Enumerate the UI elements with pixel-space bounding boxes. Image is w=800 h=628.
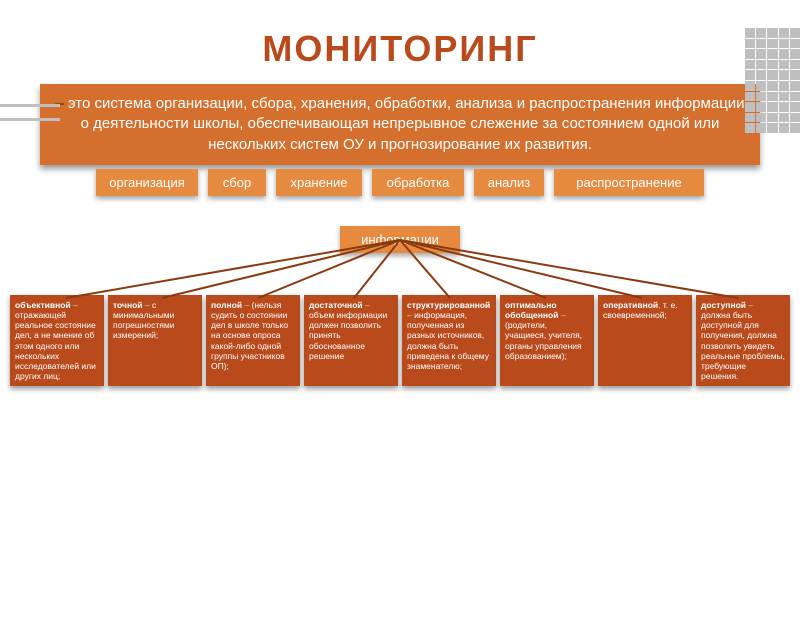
property-card: достаточной – объем информации должен по… (304, 295, 398, 387)
property-card: объективной – отражающей реальное состоя… (10, 295, 104, 387)
decorative-line (0, 118, 60, 121)
stage-анализ: анализ (474, 169, 544, 196)
stage-распространение: распространение (554, 169, 704, 196)
property-card: оперативной, т. е. своевременной; (598, 295, 692, 387)
stage-обработка: обработка (372, 169, 464, 196)
info-wrap: информации (0, 226, 800, 253)
property-card: полной – (нельзя судить о состоянии дел … (206, 295, 300, 387)
stage-сбор: сбор (208, 169, 266, 196)
decorative-line (0, 104, 60, 107)
property-card: точной – с минимальными погрешностями из… (108, 295, 202, 387)
info-box: информации (340, 226, 460, 253)
property-card: доступной – должна быть доступной для по… (696, 295, 790, 387)
properties-row: объективной – отражающей реальное состоя… (0, 295, 800, 387)
stage-организация: организация (96, 169, 198, 196)
property-card: оптимально обобщенной – (родители, учащи… (500, 295, 594, 387)
property-card: структурированной – информация, полученн… (402, 295, 496, 387)
definition-box: – это система организации, сбора, хранен… (40, 84, 760, 165)
page-title: МОНИТОРИНГ (0, 28, 800, 70)
decorative-grid (745, 28, 800, 133)
stage-хранение: хранение (276, 169, 362, 196)
stages-row: организация сбор хранение обработка анализ ра… (0, 169, 800, 196)
definition-text: это система организации, сбора, хранения… (64, 95, 745, 153)
